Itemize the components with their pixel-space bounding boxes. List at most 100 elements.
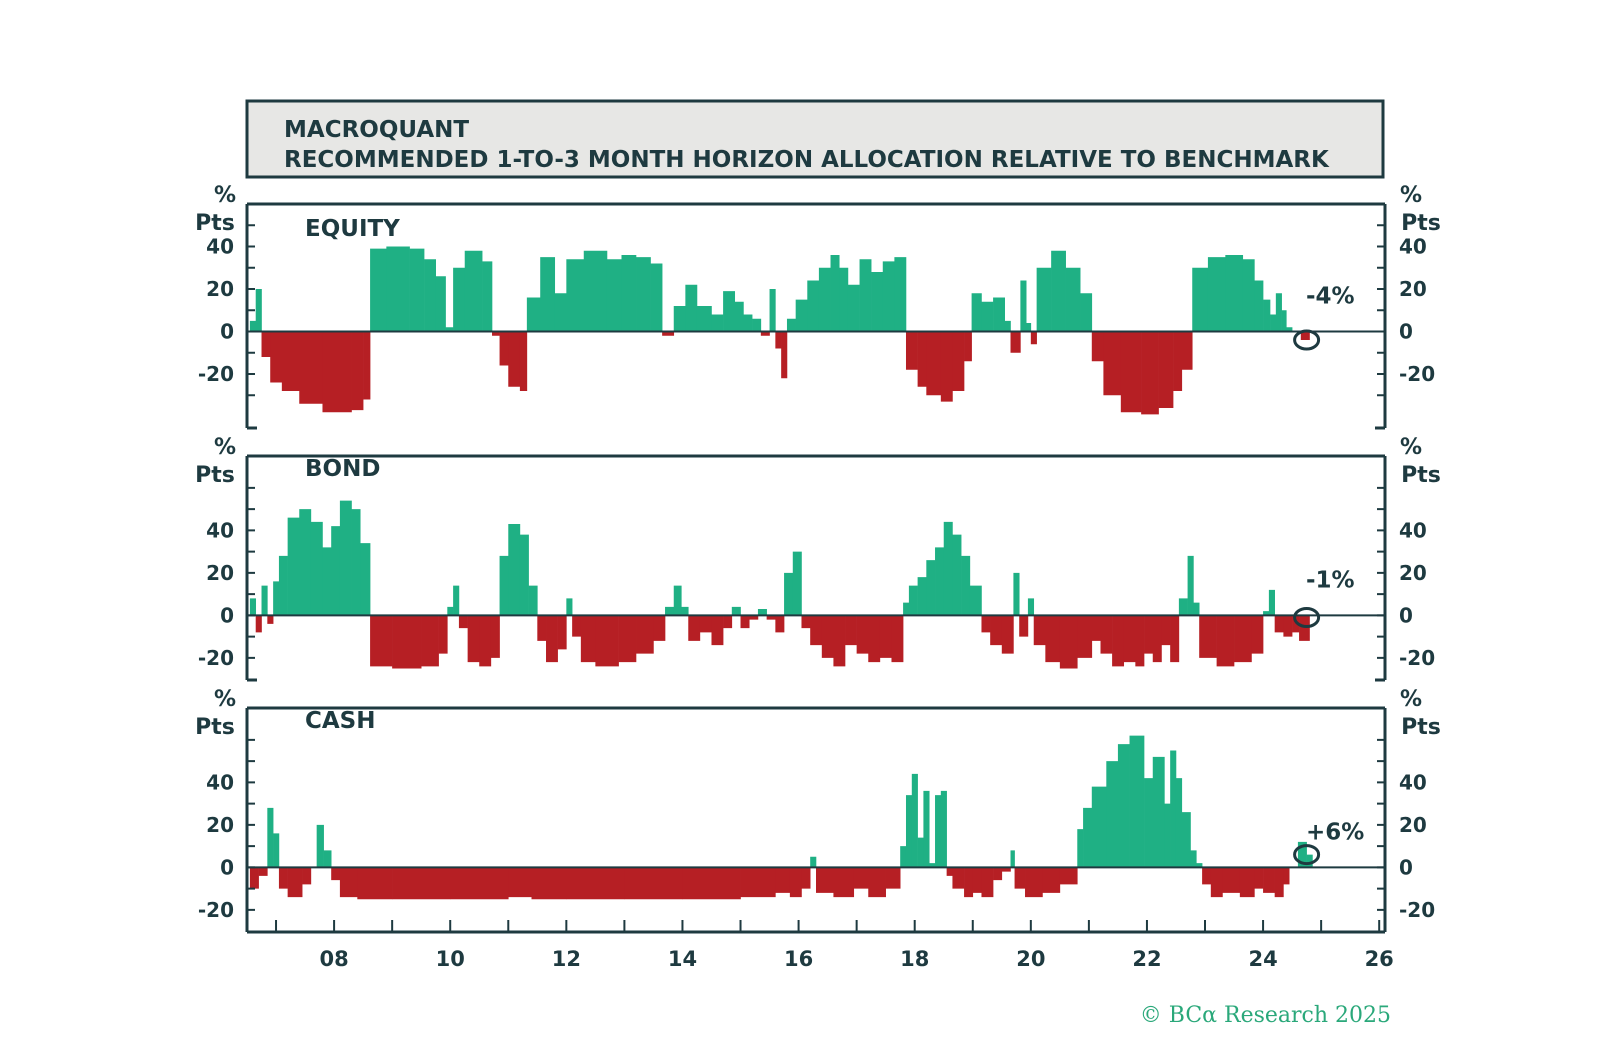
bar (1254, 867, 1264, 889)
bar (969, 585, 982, 616)
bar (917, 577, 927, 616)
bar (464, 250, 483, 332)
y-tick-label-right: 40 (1399, 235, 1427, 259)
bar (1161, 615, 1171, 646)
y-tick-label-right: -20 (1399, 362, 1435, 386)
bar (421, 615, 439, 667)
bar (554, 293, 567, 332)
bar (458, 615, 468, 629)
bar (1001, 615, 1014, 654)
bar (868, 615, 881, 663)
bar (1251, 615, 1264, 654)
bar (775, 615, 785, 633)
bar (681, 606, 689, 616)
bar (990, 615, 1003, 646)
bar (1297, 841, 1307, 868)
bar (499, 331, 509, 366)
bar (673, 306, 686, 332)
bar (1001, 867, 1011, 872)
bar (540, 257, 556, 332)
bar (310, 521, 323, 616)
bar (816, 867, 834, 893)
bar (323, 850, 332, 868)
bar (1077, 829, 1084, 868)
bar (685, 284, 698, 332)
unit-pct-left: % (214, 183, 236, 208)
unit-pts-left: Pts (195, 211, 235, 236)
bar (952, 867, 965, 889)
bar (1123, 615, 1136, 663)
bar (1144, 778, 1154, 868)
bar (261, 331, 271, 357)
x-tick-label: 18 (900, 947, 929, 971)
bar (972, 867, 982, 893)
bar (636, 257, 651, 332)
x-tick-label: 12 (552, 947, 581, 971)
y-tick-label-left: 0 (220, 855, 234, 879)
x-tick-label: 10 (436, 947, 465, 971)
bar (255, 289, 262, 332)
bar (528, 585, 538, 616)
bar (1281, 310, 1287, 332)
bar (1059, 615, 1078, 669)
bar (1120, 331, 1142, 413)
bar (267, 615, 274, 624)
bar (882, 261, 895, 332)
bar (971, 293, 982, 332)
bar (287, 867, 303, 898)
bar (964, 331, 972, 362)
bar (923, 790, 930, 868)
bar (775, 331, 782, 349)
bar (508, 524, 521, 616)
bar (424, 259, 436, 332)
bar (580, 615, 596, 663)
bar (699, 615, 712, 633)
bar (917, 837, 924, 868)
bar (302, 867, 312, 885)
bar (894, 257, 907, 332)
bar (482, 261, 493, 332)
bar (1173, 331, 1183, 391)
bar (508, 331, 521, 387)
bar (566, 259, 585, 332)
bar (392, 867, 451, 900)
bar (903, 602, 910, 616)
bar (981, 867, 994, 898)
y-tick-label-left: 40 (206, 235, 234, 259)
bar (357, 867, 393, 900)
unit-pts-right: Pts (1401, 211, 1441, 236)
bar (1010, 850, 1015, 868)
bar (453, 585, 460, 616)
bar (351, 509, 361, 616)
bar (900, 846, 907, 868)
bar (940, 790, 947, 868)
bar (981, 301, 994, 332)
y-tick-label-right: 40 (1399, 518, 1427, 542)
bar (743, 314, 753, 332)
bar (1283, 867, 1290, 885)
bar (1170, 750, 1177, 868)
bar (492, 331, 500, 336)
bar (665, 606, 675, 616)
panel-equity: -20 -20 0 0 20 20 40 40% Pts% Pts EQUITY -4% (195, 183, 1441, 430)
bar (519, 534, 529, 616)
unit-pct-left: % (214, 687, 236, 712)
bar (261, 585, 268, 616)
bar (331, 867, 341, 881)
unit-pts-right: Pts (1401, 463, 1441, 488)
bar (682, 867, 741, 900)
bar (940, 331, 953, 402)
bar (775, 867, 791, 893)
bar (891, 615, 904, 663)
bar (830, 255, 840, 332)
bar (1286, 327, 1293, 332)
bar (1275, 293, 1282, 332)
bar (606, 259, 622, 332)
y-tick-label-left: 0 (220, 603, 234, 627)
bar (662, 331, 675, 336)
bar (1036, 267, 1052, 332)
bar (447, 606, 454, 616)
bar (1014, 867, 1026, 889)
bar (740, 867, 776, 898)
